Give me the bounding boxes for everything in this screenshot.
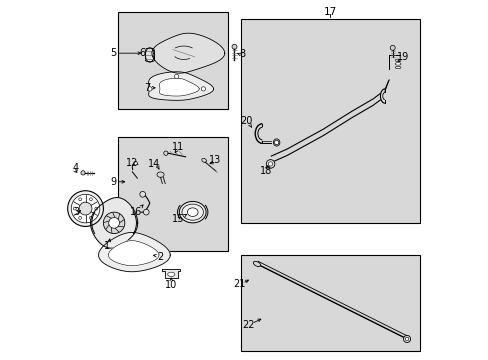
Polygon shape — [159, 78, 199, 96]
Text: 18: 18 — [260, 166, 272, 176]
Circle shape — [140, 192, 145, 197]
Text: 5: 5 — [110, 48, 116, 58]
Ellipse shape — [389, 45, 394, 50]
Ellipse shape — [179, 202, 205, 223]
Circle shape — [79, 216, 81, 219]
Bar — [118, 12, 228, 109]
Text: 12: 12 — [125, 158, 138, 168]
Circle shape — [89, 198, 92, 201]
Text: 13: 13 — [209, 156, 221, 165]
Circle shape — [89, 216, 92, 219]
Circle shape — [71, 194, 100, 223]
Ellipse shape — [394, 59, 400, 62]
Circle shape — [266, 159, 274, 168]
Text: 3: 3 — [73, 207, 79, 217]
Ellipse shape — [202, 158, 206, 162]
Text: 16: 16 — [130, 207, 142, 217]
Text: 21: 21 — [232, 279, 245, 289]
Polygon shape — [99, 233, 170, 272]
Ellipse shape — [394, 66, 400, 69]
Bar — [241, 19, 419, 223]
Text: 19: 19 — [397, 52, 409, 62]
Circle shape — [274, 140, 278, 145]
Ellipse shape — [157, 172, 164, 177]
Circle shape — [79, 198, 81, 201]
Text: 11: 11 — [172, 142, 184, 152]
Ellipse shape — [167, 272, 175, 276]
Text: 8: 8 — [239, 49, 245, 59]
Ellipse shape — [253, 261, 260, 266]
Text: 7: 7 — [144, 83, 150, 93]
Ellipse shape — [187, 208, 198, 216]
Circle shape — [403, 336, 410, 342]
Text: 15: 15 — [172, 214, 184, 224]
Polygon shape — [90, 198, 138, 248]
Text: 14: 14 — [148, 159, 160, 169]
Text: 22: 22 — [242, 320, 254, 330]
Bar — [118, 137, 228, 251]
Circle shape — [268, 162, 272, 166]
Circle shape — [103, 212, 124, 234]
Ellipse shape — [81, 171, 85, 175]
Text: 10: 10 — [165, 280, 177, 291]
Circle shape — [67, 191, 103, 226]
Ellipse shape — [182, 204, 203, 220]
Circle shape — [95, 207, 98, 210]
Circle shape — [143, 209, 149, 215]
Polygon shape — [152, 33, 224, 73]
Circle shape — [134, 161, 137, 165]
Ellipse shape — [145, 48, 154, 62]
Polygon shape — [108, 240, 159, 266]
Text: 2: 2 — [157, 252, 163, 262]
Ellipse shape — [231, 44, 237, 49]
Polygon shape — [162, 269, 180, 278]
Circle shape — [174, 74, 179, 78]
Text: 4: 4 — [73, 163, 79, 173]
Circle shape — [73, 207, 76, 210]
Ellipse shape — [163, 151, 168, 156]
Polygon shape — [148, 72, 213, 100]
Ellipse shape — [394, 63, 400, 65]
Bar — [241, 255, 419, 351]
Circle shape — [201, 87, 205, 91]
Circle shape — [108, 217, 119, 228]
Text: 1: 1 — [103, 241, 110, 251]
Text: 20: 20 — [240, 116, 252, 126]
Ellipse shape — [273, 139, 279, 146]
Text: 17: 17 — [323, 7, 336, 17]
Circle shape — [147, 87, 152, 91]
Text: 9: 9 — [110, 177, 116, 187]
Text: 6: 6 — [140, 48, 145, 58]
Circle shape — [405, 337, 408, 341]
Circle shape — [79, 202, 92, 215]
